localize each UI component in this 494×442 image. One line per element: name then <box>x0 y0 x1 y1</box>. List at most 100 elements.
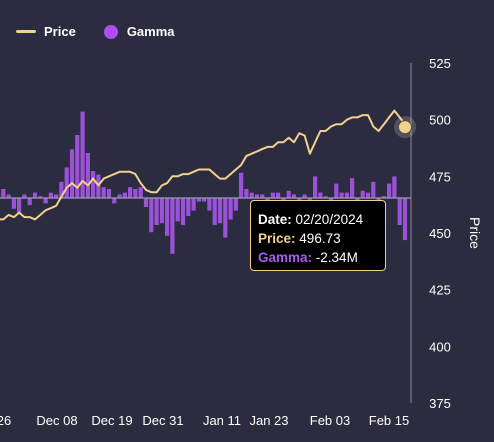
gamma-bar <box>175 198 180 222</box>
gamma-bar <box>64 167 69 198</box>
gamma-bar <box>217 198 223 224</box>
gamma-bar <box>101 187 106 198</box>
gamma-bar <box>323 196 328 198</box>
gamma-bar <box>318 192 323 198</box>
gamma-bar <box>276 192 281 198</box>
gamma-bar <box>260 194 265 198</box>
gamma-bar <box>254 194 260 198</box>
gamma-bar <box>212 198 217 225</box>
gamma-bar <box>233 198 238 211</box>
tooltip-price-value: 496.73 <box>299 231 341 246</box>
gamma-bar <box>85 153 90 198</box>
y-tick-label: 475 <box>429 169 451 184</box>
gamma-bar <box>59 181 64 198</box>
tooltip-price-row: Price: 496.73 <box>258 229 385 248</box>
gamma-bar <box>69 149 75 198</box>
gamma-bar <box>133 189 138 198</box>
tooltip-gamma-value: -2.34M <box>315 250 358 265</box>
gamma-bar <box>239 172 244 198</box>
x-tick-label: Feb 15 <box>369 413 409 428</box>
gamma-bar <box>43 198 48 204</box>
gamma-bar <box>143 198 149 207</box>
tooltip-date-value: 02/20/2024 <box>295 212 364 227</box>
gamma-bar <box>149 198 154 233</box>
legend-item-price[interactable]: Price <box>16 24 76 39</box>
x-tick-label: Feb 03 <box>310 413 350 428</box>
gamma-bar <box>1 189 6 198</box>
y-tick-label: 400 <box>429 339 451 354</box>
gamma-bar <box>32 192 38 198</box>
gamma-bar <box>196 198 201 202</box>
gamma-bar <box>228 198 233 220</box>
gamma-bar <box>291 194 297 198</box>
gamma-bar <box>244 189 249 198</box>
gamma-bar <box>223 198 228 238</box>
gamma-bar <box>154 198 159 225</box>
legend-item-gamma[interactable]: Gamma <box>103 24 175 39</box>
gamma-bar <box>202 198 207 202</box>
gamma-bar <box>106 189 112 198</box>
price-line-swatch <box>16 30 36 33</box>
tooltip-date-label: Date: <box>258 212 292 227</box>
gamma-bar <box>371 181 376 198</box>
gamma-bar <box>334 183 339 198</box>
gamma-bar <box>249 192 254 198</box>
gamma-bar <box>365 192 371 198</box>
x-tick-label: Jan 11 <box>203 413 241 428</box>
x-tick-label: Dec 08 <box>36 413 77 428</box>
gamma-bar <box>381 196 386 198</box>
x-tick-label: Jan 23 <box>249 413 288 428</box>
x-tick-label: 26 <box>0 413 11 428</box>
gamma-bar <box>360 190 365 198</box>
gamma-bar <box>122 192 127 198</box>
gamma-bar <box>91 171 96 198</box>
tooltip: Date: 02/20/2024 Price: 496.73 Gamma: -2… <box>250 200 386 271</box>
gamma-bar <box>286 190 291 198</box>
gamma-bar <box>397 198 402 225</box>
gamma-bar <box>11 198 16 209</box>
gamma-bar <box>27 198 32 206</box>
gamma-bar <box>270 192 275 198</box>
tooltip-date-row: Date: 02/20/2024 <box>258 210 385 229</box>
gamma-bar <box>402 198 408 241</box>
gamma-bar <box>350 178 355 198</box>
gamma-bar <box>339 192 344 198</box>
x-tick-label: Dec 19 <box>91 413 132 428</box>
y-tick-label: 525 <box>429 56 451 71</box>
gamma-bar <box>207 198 212 211</box>
legend-gamma-label: Gamma <box>126 24 175 39</box>
gamma-bar <box>191 198 196 211</box>
gamma-bar <box>17 198 22 213</box>
gamma-bar <box>392 176 397 198</box>
highlight-point <box>398 120 412 135</box>
gamma-bar <box>302 194 307 198</box>
gamma-bar <box>128 187 133 198</box>
tooltip-price-label: Price: <box>258 231 296 246</box>
gamma-bar <box>75 135 80 198</box>
gamma-bar <box>344 192 349 198</box>
gamma-bar <box>186 198 191 216</box>
gamma-bar <box>138 187 143 198</box>
gamma-bar <box>180 198 186 225</box>
gamma-bar <box>387 183 392 198</box>
price-line <box>0 109 406 221</box>
gamma-bar <box>117 194 122 198</box>
y-tick-label: 425 <box>429 283 451 298</box>
gamma-bar <box>54 194 59 198</box>
gamma-bar <box>112 198 117 204</box>
y-tick-label: 500 <box>429 113 451 128</box>
x-tick-label: Dec 31 <box>142 413 183 428</box>
y-tick-label: 450 <box>429 226 451 241</box>
y-tick-label: 375 <box>429 396 451 411</box>
gamma-bar <box>80 111 85 198</box>
gamma-bar <box>22 194 27 198</box>
gamma-bar <box>38 196 43 198</box>
y-axis-label: Price <box>467 217 483 249</box>
tooltip-gamma-row: Gamma: -2.34M <box>258 248 385 267</box>
gamma-bar <box>170 198 175 254</box>
gamma-bar <box>313 176 318 198</box>
gamma-bar <box>6 194 11 198</box>
gamma-bar <box>165 198 170 236</box>
